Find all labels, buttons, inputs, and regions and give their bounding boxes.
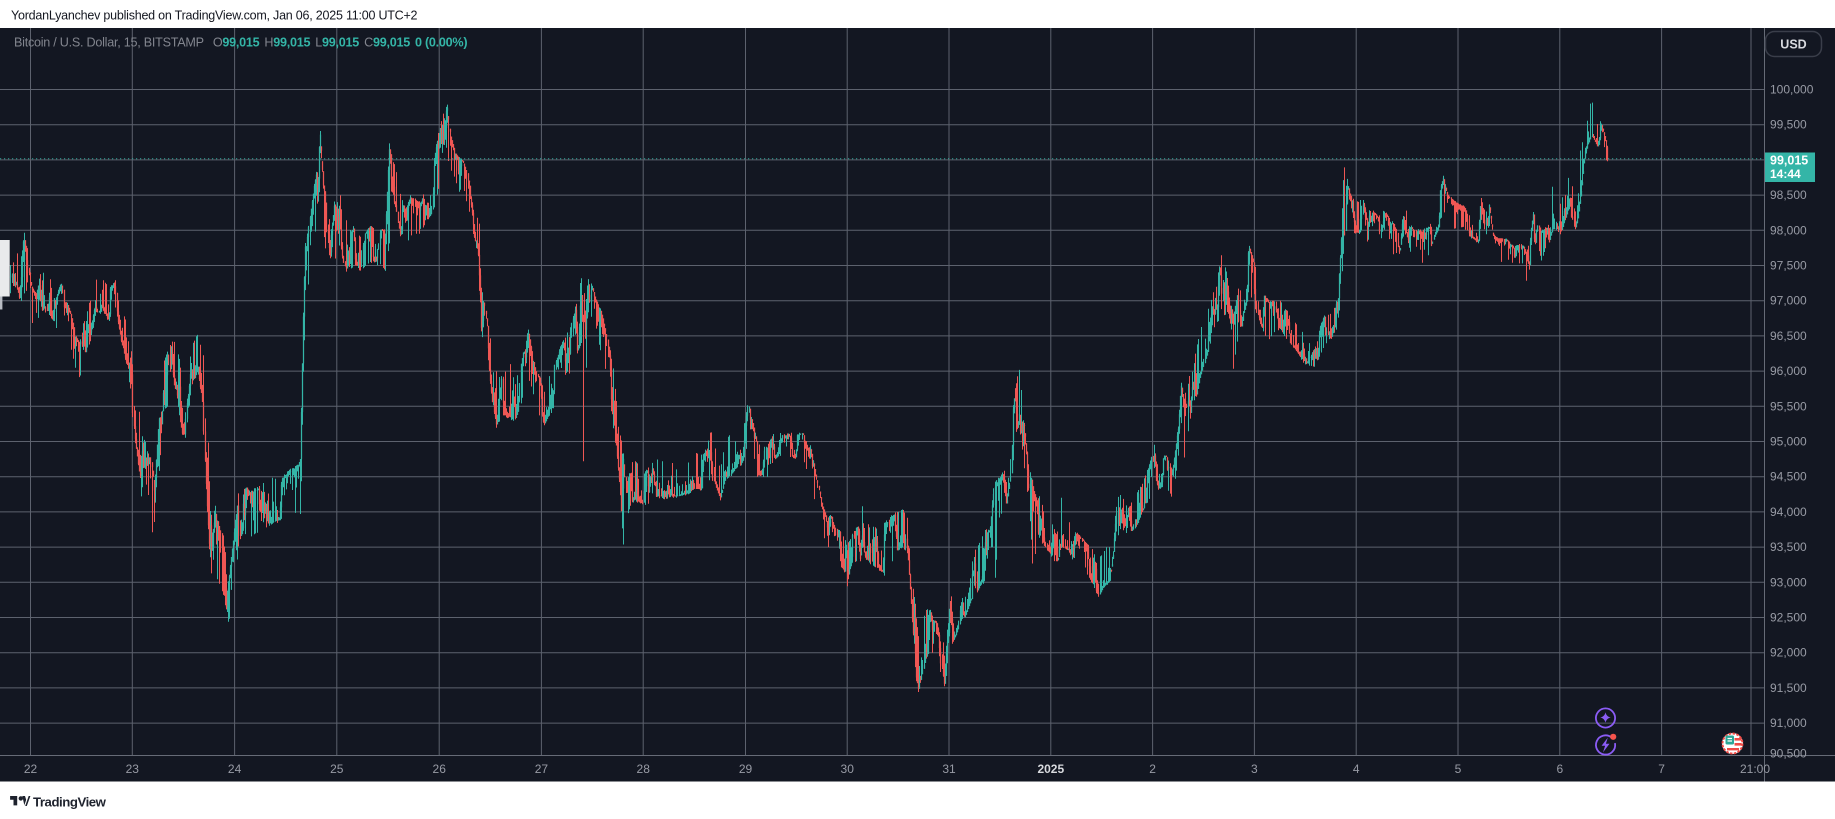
- svg-text:93,500: 93,500: [1770, 540, 1807, 554]
- svg-text:98,500: 98,500: [1770, 188, 1807, 202]
- svg-text:100,000: 100,000: [1770, 83, 1814, 97]
- svg-text:25: 25: [330, 762, 344, 776]
- svg-text:22: 22: [24, 762, 38, 776]
- svg-text:7: 7: [1658, 762, 1665, 776]
- svg-text:90,500: 90,500: [1770, 747, 1807, 761]
- svg-text:91,000: 91,000: [1770, 716, 1807, 730]
- svg-text:91,500: 91,500: [1770, 681, 1807, 695]
- svg-text:14:44: 14:44: [1770, 167, 1801, 181]
- svg-text:99,015: 99,015: [1770, 154, 1808, 168]
- svg-text:3: 3: [1251, 762, 1258, 776]
- svg-text:97,500: 97,500: [1770, 259, 1807, 273]
- svg-text:96,500: 96,500: [1770, 329, 1807, 343]
- svg-text:6: 6: [1556, 762, 1563, 776]
- svg-text:4: 4: [1353, 762, 1360, 776]
- svg-text:94,500: 94,500: [1770, 470, 1807, 484]
- svg-text:31: 31: [942, 762, 956, 776]
- svg-text:99,500: 99,500: [1770, 118, 1807, 132]
- svg-text:94,000: 94,000: [1770, 505, 1807, 519]
- svg-text:29: 29: [739, 762, 753, 776]
- svg-text:26: 26: [433, 762, 447, 776]
- svg-text:USD: USD: [1780, 38, 1806, 52]
- svg-text:30: 30: [841, 762, 855, 776]
- svg-text:97,000: 97,000: [1770, 294, 1807, 308]
- svg-text:2: 2: [1149, 762, 1156, 776]
- svg-text:21:00: 21:00: [1740, 762, 1770, 776]
- svg-text:92,500: 92,500: [1770, 611, 1807, 625]
- svg-text:93,000: 93,000: [1770, 575, 1807, 589]
- svg-text:2025: 2025: [1037, 762, 1064, 776]
- svg-text:95,500: 95,500: [1770, 399, 1807, 413]
- svg-text:TradingView: TradingView: [33, 795, 107, 810]
- svg-text:95,000: 95,000: [1770, 435, 1807, 449]
- svg-text:98,000: 98,000: [1770, 223, 1807, 237]
- svg-text:28: 28: [637, 762, 651, 776]
- svg-text:Bitcoin / U.S. Dollar, 15, BIT: Bitcoin / U.S. Dollar, 15, BITSTAMP O99,…: [14, 36, 467, 50]
- svg-text:YordanLyanchev published on Tr: YordanLyanchev published on TradingView.…: [11, 9, 418, 23]
- svg-text:23: 23: [126, 762, 140, 776]
- svg-text:24: 24: [228, 762, 242, 776]
- svg-text:96,000: 96,000: [1770, 364, 1807, 378]
- svg-text:27: 27: [535, 762, 549, 776]
- svg-text:92,000: 92,000: [1770, 646, 1807, 660]
- svg-text:5: 5: [1455, 762, 1462, 776]
